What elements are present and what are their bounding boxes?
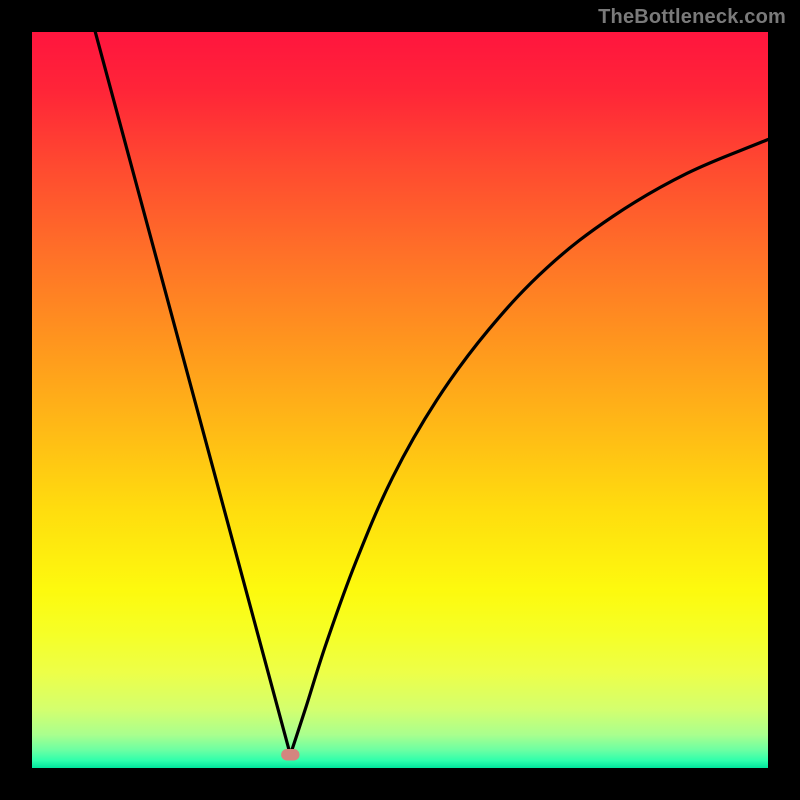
frame-left <box>0 0 32 800</box>
frame-right <box>768 0 800 800</box>
bottleneck-curve <box>32 32 768 768</box>
plot-area <box>32 32 768 768</box>
minimum-marker <box>281 749 299 760</box>
frame-bottom <box>0 768 800 800</box>
watermark-text: TheBottleneck.com <box>598 6 786 29</box>
curve-path <box>95 32 768 755</box>
